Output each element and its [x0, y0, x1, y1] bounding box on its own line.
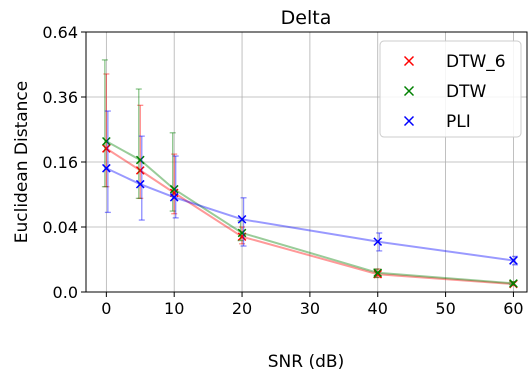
data-point	[373, 268, 383, 278]
legend-box	[379, 40, 522, 138]
chart-title: Delta	[281, 7, 332, 29]
y-axis-label: Euclidean Distance	[12, 81, 32, 244]
data-point	[373, 237, 383, 246]
data-point	[169, 192, 179, 202]
data-point	[135, 179, 145, 189]
series-dtw	[101, 59, 518, 288]
data-point	[135, 166, 145, 175]
x-tick-label: 0	[101, 299, 111, 318]
legend-label: DTW_6	[446, 52, 506, 72]
legend-marker	[403, 85, 415, 97]
data-point	[169, 184, 179, 194]
data-point	[237, 232, 247, 241]
data-point	[102, 144, 111, 153]
x-tick-label: 10	[164, 299, 184, 318]
tick-layer: 0 10 20 30 40 50 60 0.0 0.04 0.16 0.36 0.64	[42, 23, 523, 318]
legend-items: DTW_6 DTW PLI	[403, 52, 506, 132]
data-point	[509, 279, 518, 288]
x-tick-label: 60	[503, 299, 523, 318]
legend: DTW_6 DTW PLI	[379, 40, 522, 138]
y-tick-label: 0.36	[42, 88, 78, 107]
data-point	[102, 136, 111, 146]
legend-marker	[403, 115, 415, 127]
legend-label: DTW	[446, 82, 486, 102]
data-point	[509, 256, 518, 265]
data-point	[237, 228, 247, 238]
data-point	[373, 269, 383, 279]
series-pli	[102, 110, 518, 266]
series-line	[105, 140, 514, 285]
x-tick-label: 40	[368, 299, 388, 318]
y-tick-label: 0.64	[42, 23, 78, 42]
series-line	[105, 147, 514, 286]
x-tick-label: 30	[300, 299, 320, 318]
x-tick-label: 50	[435, 299, 455, 318]
x-axis-label: SNR (dB)	[268, 352, 344, 372]
legend-marker	[403, 55, 415, 67]
data-point	[135, 155, 145, 165]
y-tick-label: 0.0	[53, 283, 78, 302]
y-tick-label: 0.16	[42, 153, 78, 172]
series-layer	[101, 59, 518, 289]
data-point	[102, 163, 111, 173]
legend-label: PLI	[446, 112, 471, 132]
series-line	[105, 167, 514, 262]
series-dtw-6	[102, 73, 518, 289]
y-tick-label: 0.04	[42, 218, 78, 237]
x-tick-label: 20	[232, 299, 252, 318]
data-point	[237, 214, 247, 224]
